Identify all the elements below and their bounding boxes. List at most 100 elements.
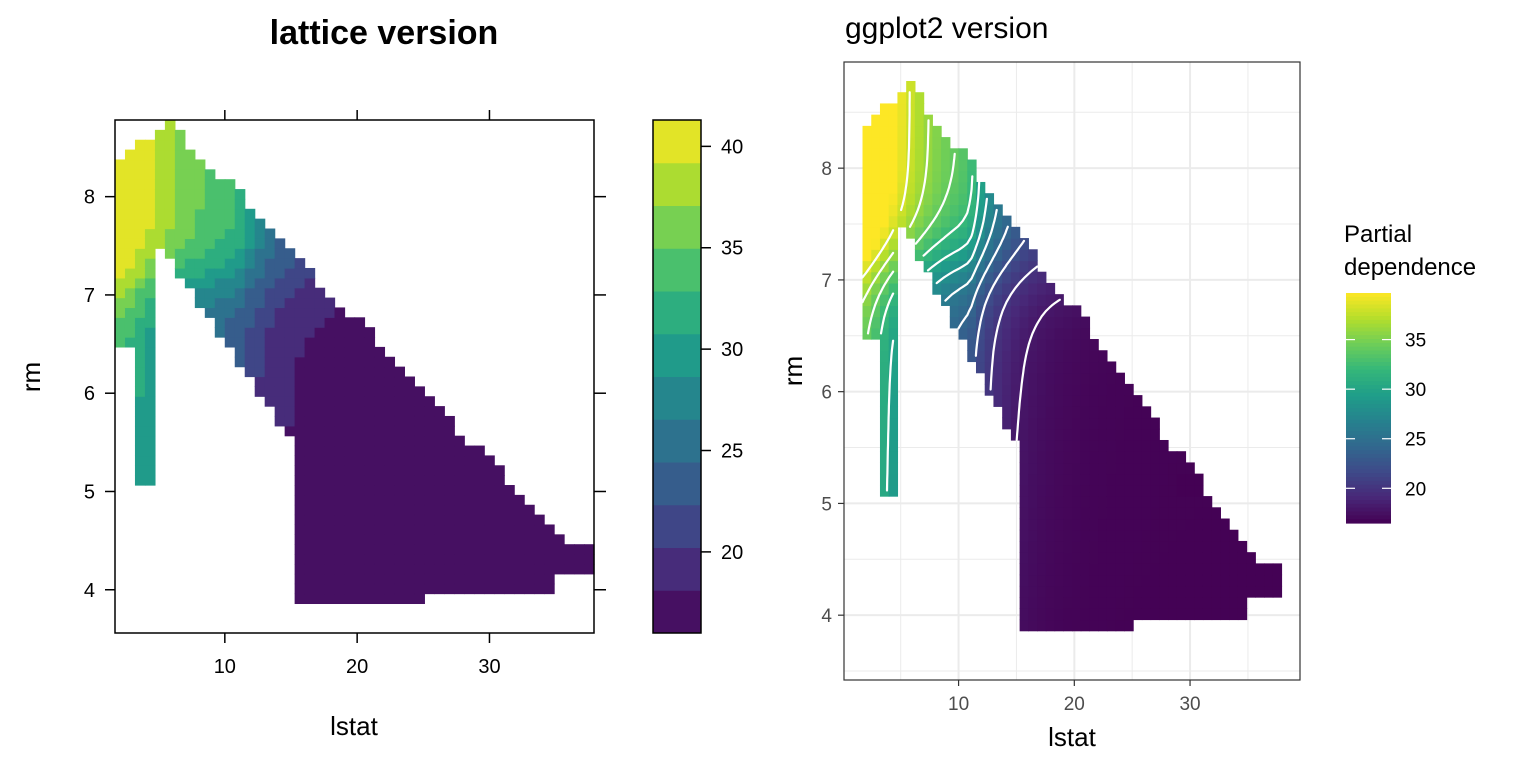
heatmap-cell (1080, 597, 1091, 609)
heatmap-cell (1054, 339, 1064, 351)
heatmap-cell (967, 193, 977, 205)
heatmap-cell (879, 204, 890, 217)
heatmap-cell (1080, 518, 1091, 531)
heatmap-cell (897, 181, 907, 194)
ggplot-legend-title-line2: dependence (1344, 254, 1476, 281)
heatmap-cell (304, 504, 316, 516)
heatmap-cell (1010, 383, 1021, 396)
heatmap-cell (1063, 552, 1073, 564)
colorbar-tick-label: 35 (721, 238, 743, 260)
heatmap-cell (364, 593, 376, 605)
heatmap-cell (264, 346, 276, 358)
heatmap-cell (274, 346, 286, 358)
heatmap-cell (1054, 529, 1064, 542)
heatmap-cell (1028, 339, 1038, 351)
heatmap-cell (374, 376, 386, 387)
heatmap-cell (134, 327, 146, 338)
heatmap-cell (464, 573, 475, 585)
heatmap-cell (354, 485, 366, 496)
heatmap-cell (1229, 563, 1239, 576)
heatmap-cell (914, 181, 925, 194)
heatmap-cell (897, 125, 907, 138)
heatmap-cell (564, 554, 575, 565)
heatmap-cell (1037, 294, 1047, 306)
heatmap-cell (993, 204, 1003, 217)
heatmap-cell (941, 282, 951, 295)
heatmap-cell (344, 396, 356, 407)
heatmap-cell (584, 554, 595, 565)
heatmap-cell (334, 376, 346, 387)
heatmap-cell (1045, 507, 1056, 520)
legend-gradient-segment (1346, 454, 1391, 459)
heatmap-cell (1168, 529, 1178, 542)
legend-tick-label: 20 (1405, 479, 1426, 500)
heatmap-cell (144, 159, 156, 170)
heatmap-cell (364, 563, 376, 575)
heatmap-cell (234, 228, 246, 239)
heatmap-cell (454, 583, 465, 595)
heatmap-cell (1063, 529, 1073, 542)
heatmap-cell (504, 554, 515, 565)
heatmap-cell (1072, 518, 1082, 531)
heatmap-cell (1010, 350, 1021, 363)
heatmap-cell (174, 149, 186, 161)
heatmap-cell (394, 593, 405, 605)
heatmap-cell (334, 583, 346, 595)
heatmap-cell (214, 317, 226, 328)
heatmap-cell (1054, 563, 1064, 576)
heatmap-cell (1141, 563, 1152, 576)
heatmap-cell (1045, 451, 1056, 464)
heatmap-cell (344, 475, 356, 486)
heatmap-cell (434, 583, 445, 595)
heatmap-cell (134, 356, 146, 368)
heatmap-cell (314, 563, 326, 575)
heatmap-cell (871, 204, 881, 217)
heatmap-cell (1028, 451, 1038, 464)
heatmap-cell (374, 593, 386, 605)
legend-gradient-segment (1346, 480, 1391, 486)
heatmap-cell (434, 445, 445, 457)
heatmap-cell (1159, 507, 1169, 520)
heatmap-cell (1133, 439, 1143, 452)
heatmap-cell (1028, 260, 1038, 273)
heatmap-cell (1185, 529, 1195, 542)
heatmap-cell (1045, 462, 1056, 475)
heatmap-cell (354, 327, 366, 338)
heatmap-cell (134, 208, 146, 220)
heatmap-cell (334, 337, 346, 348)
heatmap-cell (214, 297, 226, 309)
heatmap-cell (1264, 563, 1274, 576)
heatmap-cell (424, 563, 435, 575)
heatmap-cell (374, 554, 386, 565)
heatmap-cell (184, 218, 196, 230)
heatmap-cell (967, 305, 977, 318)
heatmap-cell (434, 524, 445, 535)
heatmap-cell (1115, 552, 1125, 564)
heatmap-cell (464, 465, 475, 476)
heatmap-cell (454, 563, 465, 575)
heatmap-cell (204, 258, 216, 269)
heatmap-cell (1089, 563, 1099, 576)
heatmap-cell (879, 339, 890, 351)
heatmap-cell (1019, 327, 1029, 340)
heatmap-cell (144, 415, 156, 427)
heatmap-cell (879, 417, 890, 430)
heatmap-cell (374, 415, 386, 427)
heatmap-cell (374, 465, 386, 476)
heatmap-cell (144, 267, 156, 279)
heatmap-cell (888, 451, 899, 464)
heatmap-cell (174, 228, 186, 239)
heatmap-cell (1010, 249, 1021, 262)
legend-gradient-segment (1346, 442, 1391, 447)
legend-gradient-segment (1346, 369, 1391, 375)
lattice-heatmap-cells (115, 120, 595, 605)
legend-gradient-segment (1346, 473, 1391, 478)
heatmap-cell (474, 524, 485, 535)
heatmap-cell (134, 386, 146, 397)
legend-gradient-segment (1346, 385, 1391, 390)
heatmap-cell (274, 337, 286, 348)
legend-tick-label: 35 (1405, 331, 1426, 352)
heatmap-cell (414, 494, 425, 506)
heatmap-cell (294, 524, 306, 535)
heatmap-cell (144, 287, 156, 299)
